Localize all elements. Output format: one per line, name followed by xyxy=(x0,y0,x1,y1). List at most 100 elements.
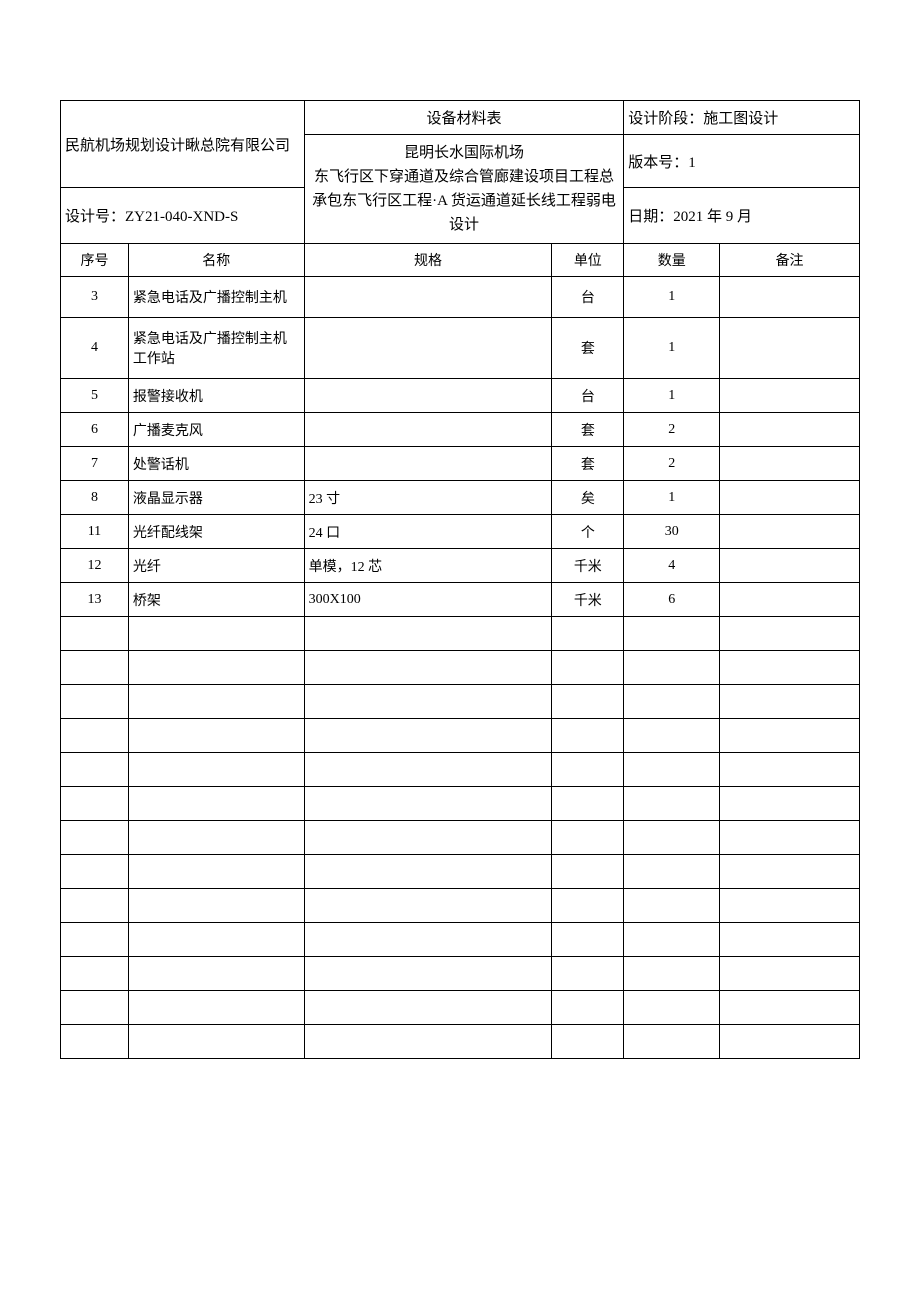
company-cell: 民航机场规划设计瞅总院有限公司 xyxy=(61,101,305,188)
empty-cell xyxy=(61,957,129,991)
empty-cell xyxy=(552,889,624,923)
table-row: 5报警接收机台1 xyxy=(61,379,860,413)
empty-cell xyxy=(552,991,624,1025)
empty-cell xyxy=(552,753,624,787)
cell-seq: 7 xyxy=(61,447,129,481)
empty-cell xyxy=(720,821,860,855)
empty-cell xyxy=(624,855,720,889)
empty-cell xyxy=(128,1025,304,1059)
empty-cell xyxy=(552,617,624,651)
cell-spec: 23 寸 xyxy=(304,481,552,515)
table-row: 13桥架300X100千米6 xyxy=(61,583,860,617)
empty-cell xyxy=(304,787,552,821)
table-row: 4紧急电话及广播控制主机工作站套1 xyxy=(61,318,860,379)
design-number-cell: 设计号：ZY21-040-XND-S xyxy=(61,188,305,244)
empty-cell xyxy=(128,651,304,685)
empty-cell xyxy=(624,923,720,957)
empty-cell xyxy=(128,855,304,889)
empty-cell xyxy=(61,1025,129,1059)
design-stage-value: 施工图设计 xyxy=(703,111,778,127)
empty-row xyxy=(61,1025,860,1059)
cell-seq: 5 xyxy=(61,379,129,413)
cell-qty: 1 xyxy=(624,277,720,318)
cell-qty: 6 xyxy=(624,583,720,617)
cell-unit: 台 xyxy=(552,379,624,413)
cell-spec xyxy=(304,413,552,447)
empty-cell xyxy=(304,753,552,787)
col-header-qty: 数量 xyxy=(624,244,720,277)
empty-row xyxy=(61,651,860,685)
empty-cell xyxy=(61,889,129,923)
cell-spec xyxy=(304,277,552,318)
empty-row xyxy=(61,991,860,1025)
empty-cell xyxy=(61,787,129,821)
empty-row xyxy=(61,957,860,991)
empty-cell xyxy=(552,923,624,957)
empty-cell xyxy=(128,685,304,719)
cell-qty: 4 xyxy=(624,549,720,583)
cell-qty: 1 xyxy=(624,481,720,515)
cell-remark xyxy=(720,447,860,481)
empty-row xyxy=(61,617,860,651)
cell-name: 液晶显示器 xyxy=(128,481,304,515)
table-row: 7处警话机套2 xyxy=(61,447,860,481)
empty-cell xyxy=(720,957,860,991)
empty-cell xyxy=(720,991,860,1025)
cell-unit: 千米 xyxy=(552,583,624,617)
empty-cell xyxy=(304,923,552,957)
empty-row xyxy=(61,685,860,719)
col-header-seq: 序号 xyxy=(61,244,129,277)
cell-qty: 2 xyxy=(624,447,720,481)
empty-cell xyxy=(624,685,720,719)
empty-cell xyxy=(720,617,860,651)
company-name: 民航机场规划设计瞅总院有限公司 xyxy=(65,138,290,154)
empty-cell xyxy=(552,651,624,685)
empty-cell xyxy=(128,957,304,991)
cell-remark xyxy=(720,481,860,515)
empty-cell xyxy=(552,787,624,821)
version-label: 版本号： xyxy=(628,155,688,171)
empty-cell xyxy=(552,855,624,889)
empty-cell xyxy=(720,685,860,719)
cell-spec xyxy=(304,318,552,379)
empty-cell xyxy=(61,753,129,787)
empty-cell xyxy=(624,651,720,685)
version-cell: 版本号：1 xyxy=(624,135,860,188)
cell-qty: 30 xyxy=(624,515,720,549)
empty-cell xyxy=(304,1025,552,1059)
col-header-spec: 规格 xyxy=(304,244,552,277)
empty-cell xyxy=(720,719,860,753)
cell-remark xyxy=(720,379,860,413)
empty-cell xyxy=(61,617,129,651)
design-number-label: 设计号： xyxy=(65,209,125,225)
col-header-remark: 备注 xyxy=(720,244,860,277)
cell-remark xyxy=(720,318,860,379)
empty-cell xyxy=(720,787,860,821)
cell-seq: 8 xyxy=(61,481,129,515)
table-row: 8液晶显示器23 寸矣1 xyxy=(61,481,860,515)
cell-seq: 13 xyxy=(61,583,129,617)
cell-unit: 千米 xyxy=(552,549,624,583)
empty-cell xyxy=(61,651,129,685)
cell-spec: 24 口 xyxy=(304,515,552,549)
empty-cell xyxy=(61,923,129,957)
cell-unit: 矣 xyxy=(552,481,624,515)
cell-spec xyxy=(304,447,552,481)
document-title-cell: 设备材料表 xyxy=(304,101,624,135)
empty-cell xyxy=(128,923,304,957)
cell-remark xyxy=(720,413,860,447)
project-name-cell: 昆明长水国际机场 东飞行区下穿通道及综合管廊建设项目工程总承包东飞行区工程·A … xyxy=(304,135,624,244)
cell-unit: 台 xyxy=(552,277,624,318)
date-label: 日期： xyxy=(628,209,673,225)
date-cell: 日期：2021 年 9 月 xyxy=(624,188,860,244)
cell-unit: 套 xyxy=(552,413,624,447)
project-name-line1: 昆明长水国际机场 xyxy=(404,145,524,161)
empty-cell xyxy=(128,889,304,923)
empty-cell xyxy=(128,821,304,855)
cell-qty: 1 xyxy=(624,379,720,413)
cell-unit: 套 xyxy=(552,318,624,379)
empty-cell xyxy=(304,889,552,923)
empty-cell xyxy=(624,957,720,991)
table-row: 12光纤单模，12 芯千米4 xyxy=(61,549,860,583)
cell-seq: 3 xyxy=(61,277,129,318)
